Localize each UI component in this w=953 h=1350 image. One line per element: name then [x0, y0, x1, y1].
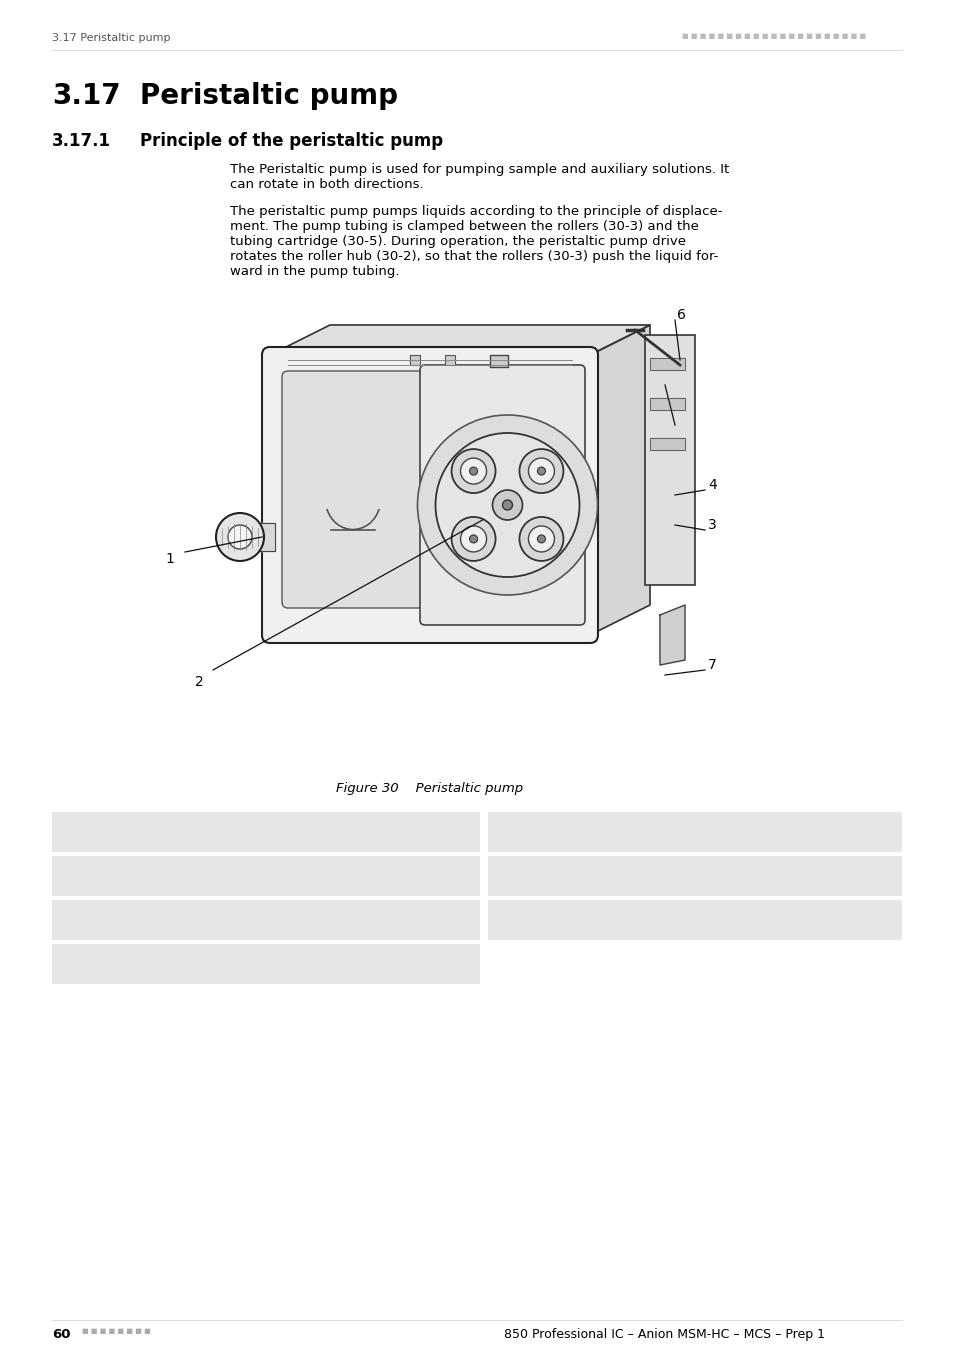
Text: 4: 4 [707, 478, 716, 491]
Circle shape [537, 535, 545, 543]
Text: Figure 30    Peristaltic pump: Figure 30 Peristaltic pump [336, 782, 523, 795]
Text: 2: 2 [499, 824, 510, 838]
Bar [644, 335, 695, 585]
Text: 5: 5 [64, 913, 74, 927]
Text: 850 Professional IC – Anion MSM-HC – MCS – Prep 1: 850 Professional IC – Anion MSM-HC – MCS… [503, 1328, 824, 1341]
Polygon shape [230, 522, 274, 551]
Text: Contact pressure lever: Contact pressure lever [527, 913, 716, 927]
Circle shape [451, 450, 495, 493]
Text: can rotate in both directions.: can rotate in both directions. [230, 178, 423, 190]
Circle shape [460, 458, 486, 485]
Circle shape [537, 467, 545, 475]
Circle shape [502, 500, 512, 510]
Circle shape [228, 525, 252, 549]
FancyBboxPatch shape [52, 811, 479, 852]
FancyBboxPatch shape [262, 347, 598, 643]
Text: The peristaltic pump pumps liquids according to the principle of displace-: The peristaltic pump pumps liquids accor… [230, 205, 721, 217]
Text: 60: 60 [52, 1328, 71, 1341]
Bar [490, 355, 507, 367]
Text: Tubing cartridges 6.2755.000: Tubing cartridges 6.2755.000 [91, 913, 335, 927]
Text: 5: 5 [677, 413, 685, 427]
Text: 3: 3 [707, 518, 716, 532]
Bar [444, 355, 455, 364]
Bar [649, 437, 684, 450]
Text: Knurled screw in the mounting pin: Knurled screw in the mounting pin [91, 824, 378, 838]
Circle shape [528, 526, 554, 552]
Circle shape [492, 490, 522, 520]
Text: The Peristaltic pump is used for pumping sample and auxiliary solutions. It: The Peristaltic pump is used for pumping… [230, 163, 728, 176]
Circle shape [469, 535, 477, 543]
Circle shape [460, 526, 486, 552]
Text: Rollers: Rollers [91, 868, 149, 883]
Bar [410, 355, 419, 364]
Text: Snap-action lever: Snap-action lever [91, 956, 237, 971]
Text: 7: 7 [707, 657, 716, 672]
Circle shape [451, 517, 495, 562]
Text: ment. The pump tubing is clamped between the rollers (30-3) and the: ment. The pump tubing is clamped between… [230, 220, 699, 234]
Text: 3.17: 3.17 [52, 82, 120, 109]
Text: rotates the roller hub (30-2), so that the rollers (30-3) push the liquid for-: rotates the roller hub (30-2), so that t… [230, 250, 718, 263]
Polygon shape [659, 605, 684, 666]
Text: 3: 3 [64, 868, 74, 883]
FancyBboxPatch shape [52, 944, 479, 984]
Polygon shape [589, 325, 649, 634]
Text: Peristaltic pump: Peristaltic pump [140, 82, 397, 109]
Text: Principle of the peristaltic pump: Principle of the peristaltic pump [140, 132, 442, 150]
Text: 2: 2 [194, 675, 204, 688]
Bar [649, 398, 684, 410]
Circle shape [215, 513, 264, 562]
FancyBboxPatch shape [488, 900, 901, 940]
Bar [649, 358, 684, 370]
Circle shape [518, 450, 563, 493]
Text: 4: 4 [499, 868, 510, 883]
Text: ward in the pump tubing.: ward in the pump tubing. [230, 265, 399, 278]
Text: 3.17.1: 3.17.1 [52, 132, 111, 150]
Text: Cartridge holder: Cartridge holder [527, 868, 664, 883]
Text: ■ ■ ■ ■ ■ ■ ■ ■ ■ ■ ■ ■ ■ ■ ■ ■ ■ ■ ■ ■ ■: ■ ■ ■ ■ ■ ■ ■ ■ ■ ■ ■ ■ ■ ■ ■ ■ ■ ■ ■ ■ … [681, 32, 867, 39]
Text: 7: 7 [64, 956, 74, 971]
Text: tubing cartridge (30-5). During operation, the peristaltic pump drive: tubing cartridge (30-5). During operatio… [230, 235, 685, 248]
Text: 6: 6 [677, 308, 685, 323]
Text: Roller hub: Roller hub [527, 824, 613, 838]
Text: 1: 1 [64, 824, 74, 838]
Circle shape [469, 467, 477, 475]
Circle shape [435, 433, 578, 576]
FancyBboxPatch shape [488, 856, 901, 896]
Circle shape [528, 458, 554, 485]
Text: ■ ■ ■ ■ ■ ■ ■ ■: ■ ■ ■ ■ ■ ■ ■ ■ [82, 1328, 152, 1334]
Text: 1: 1 [165, 552, 173, 566]
Text: 6: 6 [499, 913, 510, 927]
Text: 3.17 Peristaltic pump: 3.17 Peristaltic pump [52, 32, 171, 43]
FancyBboxPatch shape [488, 811, 901, 852]
FancyBboxPatch shape [419, 364, 584, 625]
Circle shape [518, 517, 563, 562]
FancyBboxPatch shape [52, 856, 479, 896]
Circle shape [417, 414, 597, 595]
Polygon shape [270, 325, 649, 355]
FancyBboxPatch shape [282, 371, 423, 608]
FancyBboxPatch shape [52, 900, 479, 940]
